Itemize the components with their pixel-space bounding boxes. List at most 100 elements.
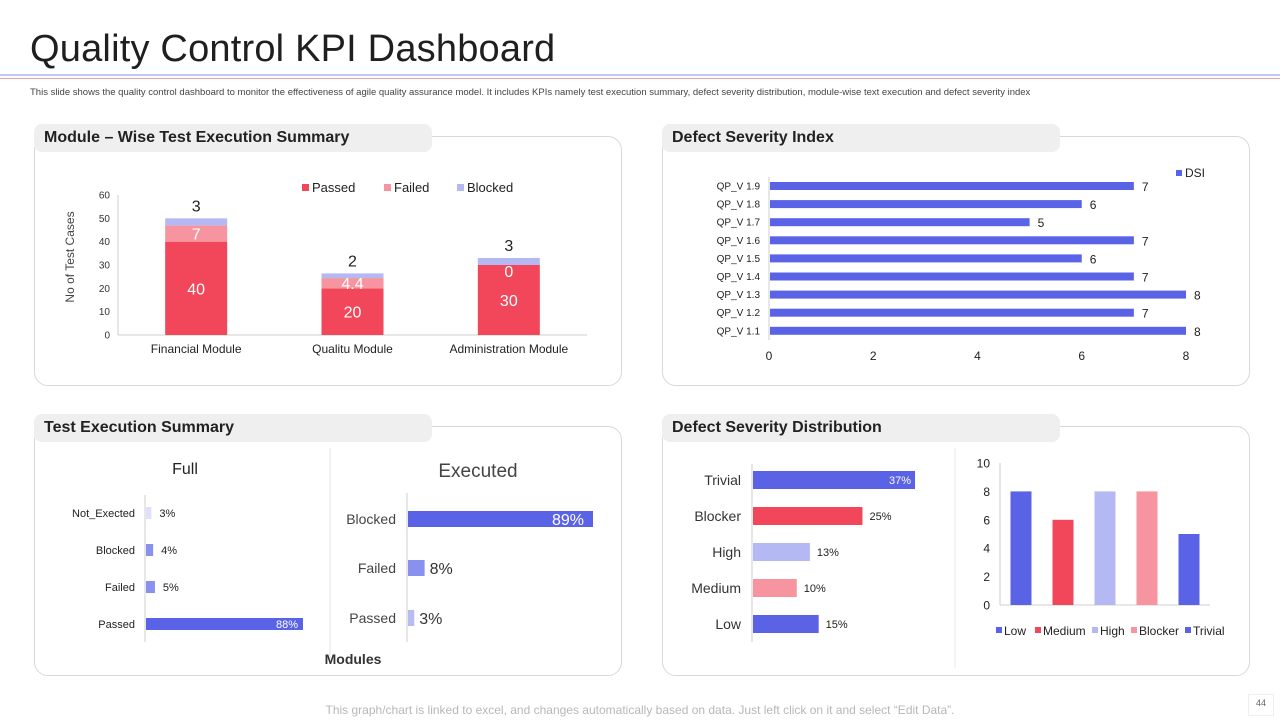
dsi-y-tick-qp-v-1-7: QP_V 1.7 [717,218,761,229]
page-number: 44 [1256,698,1267,708]
module-y-tick: 40 [99,237,111,248]
executed-label-blocked: 89% [552,512,584,529]
dsd-pct-y-tick-medium: Medium [691,580,741,596]
full-bar-not-exected [146,507,152,519]
module-legend-swatch-blocked [457,184,464,191]
tes-chart[interactable]: Full Not_Exected 3% Blocked 4% Failed 5% Passed… [35,444,619,672]
full-y-tick-passed: Passed [98,619,135,631]
dsi-x-tick: 2 [870,349,877,363]
dsi-x-tick: 0 [766,349,773,363]
module-label-passed-financial-module: 40 [187,281,205,298]
module-label-passed-qualitu-module: 20 [344,305,362,322]
page-title: Quality Control KPI Dashboard [30,28,556,70]
dsi-bar-qp-v-1-7 [770,218,1030,227]
full-label-passed: 88% [276,619,298,631]
module-legend-passed: Passed [312,180,355,195]
executed-bar-blocked [408,511,593,527]
dsd-count-y-tick: 0 [983,599,990,613]
module-bar-failed-financial-module [165,225,228,242]
executed-bar-passed [408,610,415,626]
dsd-legend-swatch-medium [1035,627,1041,633]
dsi-y-tick-qp-v-1-1: QP_V 1.1 [717,326,761,337]
dsi-bar-qp-v-1-1 [770,326,1186,335]
dsd-legend-swatch-high [1092,627,1098,633]
dsi-label-qp-v-1-9: 7 [1142,180,1149,194]
dsd-pct-label-high: 13% [817,547,839,559]
dsd-count-bar-medium [1052,519,1074,605]
dsd-pct-y-tick-high: High [712,544,741,560]
full-label-failed: 5% [163,582,179,594]
dsd-count-bar-high [1094,491,1116,605]
module-bar-blocked-financial-module [165,218,228,226]
dsi-legend-swatch [1176,170,1182,176]
title-divider [0,74,1280,76]
dsi-bar-qp-v-1-5 [770,254,1082,263]
page-number-box [1248,694,1274,716]
dsd-pct-y-tick-low: Low [715,616,742,632]
dsi-y-tick-qp-v-1-5: QP_V 1.5 [717,254,761,265]
full-y-tick-blocked: Blocked [96,545,135,557]
dsd-pct-bar-medium [753,579,797,597]
dsd-count-bar-blocker [1136,491,1158,605]
executed-y-tick-passed: Passed [349,610,396,626]
dsi-label-qp-v-1-5: 6 [1090,252,1097,266]
module-label-blocked-financial-module: 3 [192,198,201,215]
full-bar-passed [146,618,303,630]
module-label-blocked-qualitu-module: 2 [348,253,357,270]
module-y-tick: 20 [99,284,111,295]
module-label-passed-administration-module: 30 [500,293,518,310]
module-y-tick: 0 [104,331,110,342]
full-title: Full [172,461,198,478]
full-y-tick-not-exected: Not_Exected [72,508,135,520]
tes-panel [34,426,622,676]
dsd-pct-y-tick-blocker: Blocker [694,508,741,524]
module-y-label: No of Test Cases [63,211,77,302]
dsi-bar-qp-v-1-2 [770,308,1134,317]
dsd-chart[interactable]: Trivial 37% Blocker 25% High 13% Medium 10% Low 1… [663,444,1247,672]
dsd-count-y-tick: 4 [983,542,990,556]
dsi-y-tick-qp-v-1-8: QP_V 1.8 [717,200,761,211]
full-x-label: Modules [325,651,382,667]
dsi-bar-qp-v-1-3 [770,290,1186,299]
module-legend-blocked: Blocked [467,180,513,195]
dsd-legend-blocker: Blocker [1139,624,1179,638]
module-label-failed-financial-module: 7 [192,227,201,244]
dsd-legend-medium: Medium [1043,624,1086,638]
dsi-chart[interactable]: 0 2 4 6 8 QP_V 1.9 7 QP_V 1.8 6 QP_V 1.7 5 QP_V 1.6… [663,160,1247,382]
dsd-pct-label-blocker: 25% [869,511,891,523]
dsi-legend-label: DSI [1185,166,1205,180]
module-x-tick-administration-module: Administration Module [449,342,568,356]
dsd-pct-bar-high [753,543,810,561]
dsi-label-qp-v-1-7: 5 [1038,216,1045,230]
full-bar-failed [146,581,155,593]
dsd-pct-bar-blocker [753,507,863,525]
module-y-tick: 50 [99,214,111,225]
dsi-label-qp-v-1-4: 7 [1142,271,1149,285]
module-bar-blocked-qualitu-module [321,273,384,279]
full-label-not-exected: 3% [159,508,175,520]
executed-title: Executed [438,461,517,482]
module-legend-failed: Failed [394,180,429,195]
dsi-x-tick: 8 [1183,349,1190,363]
full-bar-blocked [146,544,154,556]
dsd-pct-label-low: 15% [826,619,848,631]
dsi-y-tick-qp-v-1-4: QP_V 1.4 [717,272,761,283]
dsi-label-qp-v-1-2: 7 [1142,307,1149,321]
dsi-y-tick-qp-v-1-2: QP_V 1.2 [717,308,761,319]
dsi-bar-qp-v-1-8 [770,200,1082,209]
dsd-legend-swatch-low [996,627,1002,633]
module-x-tick-financial-module: Financial Module [151,342,242,356]
dsi-x-tick: 4 [974,349,981,363]
dsd-pct-y-tick-trivial: Trivial [704,472,741,488]
executed-y-tick-blocked: Blocked [346,511,396,527]
module-x-tick-qualitu-module: Qualitu Module [312,342,393,356]
full-y-tick-failed: Failed [105,582,135,594]
dsd-count-y-tick: 6 [983,513,990,527]
dsi-bar-qp-v-1-9 [770,182,1134,190]
executed-bar-failed [408,560,425,576]
title-divider-accent [0,78,1280,79]
dsi-label-qp-v-1-3: 8 [1194,289,1201,303]
module-panel-title: Module – Wise Test Execution Summary [34,124,432,152]
module-y-tick: 60 [99,191,111,202]
